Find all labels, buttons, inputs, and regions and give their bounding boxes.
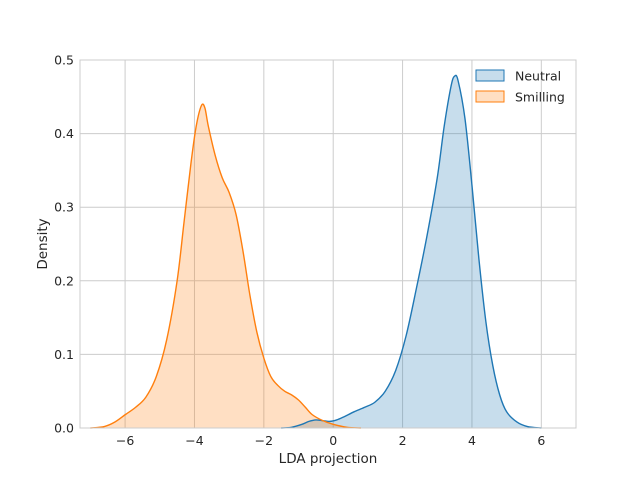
x-tick-label: −6 — [116, 433, 134, 448]
density-fills — [90, 75, 542, 428]
legend-swatch-smilling — [475, 90, 505, 103]
neutral-density-fill — [281, 75, 542, 428]
y-tick-label: 0.1 — [54, 347, 74, 362]
legend: Neutral Smilling — [475, 69, 565, 105]
legend-label-neutral: Neutral — [515, 69, 561, 84]
legend-swatch-neutral — [475, 69, 505, 82]
density-lines — [90, 74, 542, 429]
x-tick-label: 0 — [329, 433, 337, 448]
y-tick-label: 0.3 — [54, 200, 74, 215]
y-tick-label: 0.0 — [54, 421, 74, 436]
smilling-density-fill — [90, 104, 361, 428]
y-tick-label: 0.5 — [54, 53, 74, 68]
x-tick-label: 6 — [537, 433, 545, 448]
plot-area-background — [80, 60, 576, 428]
y-axis-label: Density — [35, 218, 51, 269]
x-tick-label: 4 — [468, 433, 476, 448]
legend-label-smilling: Smilling — [515, 90, 565, 105]
x-tick-labels: −6 −4 −2 0 2 4 6 — [116, 433, 545, 448]
x-tick-label: −4 — [185, 433, 203, 448]
y-tick-label: 0.2 — [54, 273, 74, 288]
x-axis-label: LDA projection — [279, 451, 378, 467]
y-tick-labels: 0.0 0.1 0.2 0.3 0.4 0.5 — [54, 53, 74, 436]
x-tick-label: −2 — [255, 433, 273, 448]
x-tick-label: 2 — [399, 433, 407, 448]
y-tick-label: 0.4 — [54, 126, 74, 141]
plot-frame — [79, 59, 577, 429]
smilling-density-line — [90, 103, 361, 429]
